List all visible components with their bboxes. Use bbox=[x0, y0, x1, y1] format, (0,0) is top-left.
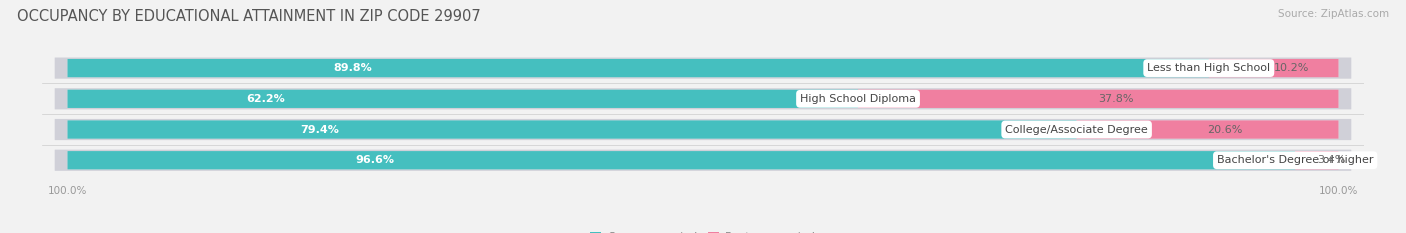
Text: 37.8%: 37.8% bbox=[1098, 94, 1133, 104]
FancyBboxPatch shape bbox=[55, 88, 1351, 110]
FancyBboxPatch shape bbox=[67, 120, 1339, 139]
Text: Bachelor's Degree or higher: Bachelor's Degree or higher bbox=[1218, 155, 1374, 165]
Text: College/Associate Degree: College/Associate Degree bbox=[1005, 124, 1147, 134]
FancyBboxPatch shape bbox=[67, 120, 1077, 139]
FancyBboxPatch shape bbox=[67, 59, 1339, 77]
Text: Less than High School: Less than High School bbox=[1147, 63, 1271, 73]
Text: 3.4%: 3.4% bbox=[1317, 155, 1346, 165]
FancyBboxPatch shape bbox=[55, 58, 1351, 79]
FancyBboxPatch shape bbox=[67, 151, 1295, 169]
FancyBboxPatch shape bbox=[67, 90, 858, 108]
Text: Source: ZipAtlas.com: Source: ZipAtlas.com bbox=[1278, 9, 1389, 19]
Text: 10.2%: 10.2% bbox=[1274, 63, 1309, 73]
Text: 79.4%: 79.4% bbox=[301, 124, 339, 134]
Text: 62.2%: 62.2% bbox=[246, 94, 284, 104]
Legend: Owner-occupied, Renter-occupied: Owner-occupied, Renter-occupied bbox=[586, 227, 820, 233]
Text: 89.8%: 89.8% bbox=[333, 63, 373, 73]
FancyBboxPatch shape bbox=[858, 90, 1339, 108]
FancyBboxPatch shape bbox=[1209, 59, 1339, 77]
FancyBboxPatch shape bbox=[67, 59, 1209, 77]
FancyBboxPatch shape bbox=[1077, 120, 1339, 139]
FancyBboxPatch shape bbox=[55, 119, 1351, 140]
FancyBboxPatch shape bbox=[55, 150, 1351, 171]
Text: High School Diploma: High School Diploma bbox=[800, 94, 917, 104]
Text: OCCUPANCY BY EDUCATIONAL ATTAINMENT IN ZIP CODE 29907: OCCUPANCY BY EDUCATIONAL ATTAINMENT IN Z… bbox=[17, 9, 481, 24]
Text: 96.6%: 96.6% bbox=[354, 155, 394, 165]
FancyBboxPatch shape bbox=[1295, 151, 1339, 169]
FancyBboxPatch shape bbox=[67, 90, 1339, 108]
FancyBboxPatch shape bbox=[67, 151, 1339, 169]
Text: 20.6%: 20.6% bbox=[1208, 124, 1243, 134]
